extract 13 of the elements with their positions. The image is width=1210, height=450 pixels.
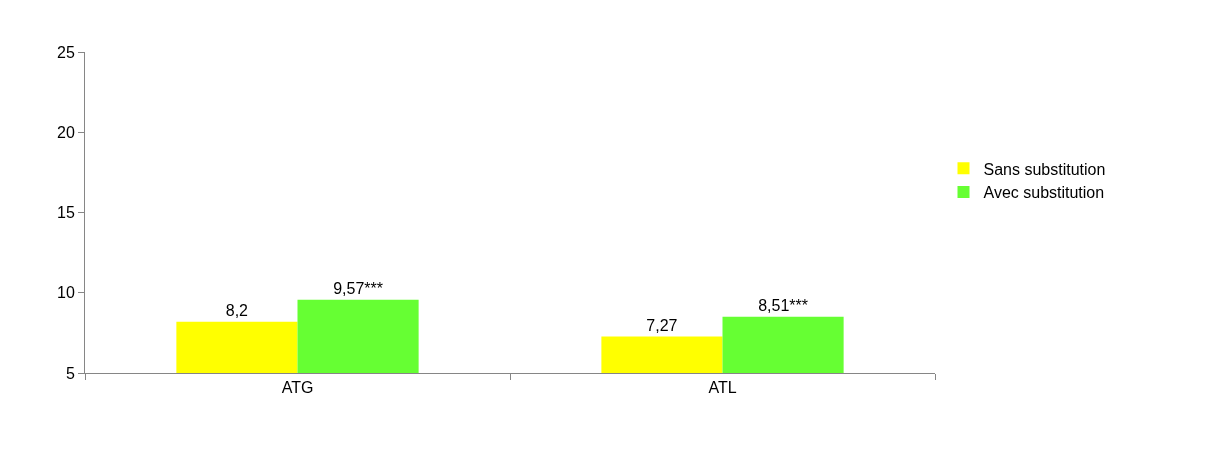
x-tick-label: ATL bbox=[708, 379, 737, 397]
y-tick-label: 5 bbox=[65, 364, 75, 382]
y-tick-label: 20 bbox=[57, 123, 75, 141]
y-tick-label: 10 bbox=[57, 284, 75, 302]
y-tick-label: 15 bbox=[57, 204, 75, 222]
data-label: 8,2 bbox=[225, 301, 249, 319]
data-label: 7,27 bbox=[646, 316, 678, 334]
legend-label: Sans substitution bbox=[983, 160, 1106, 178]
data-label: 9,57*** bbox=[333, 279, 383, 297]
x-tick-label: ATG bbox=[281, 379, 314, 397]
legend-label: Avec substitution bbox=[983, 184, 1105, 202]
y-tick-label: 25 bbox=[57, 43, 75, 61]
data-label: 8,51*** bbox=[758, 296, 808, 314]
